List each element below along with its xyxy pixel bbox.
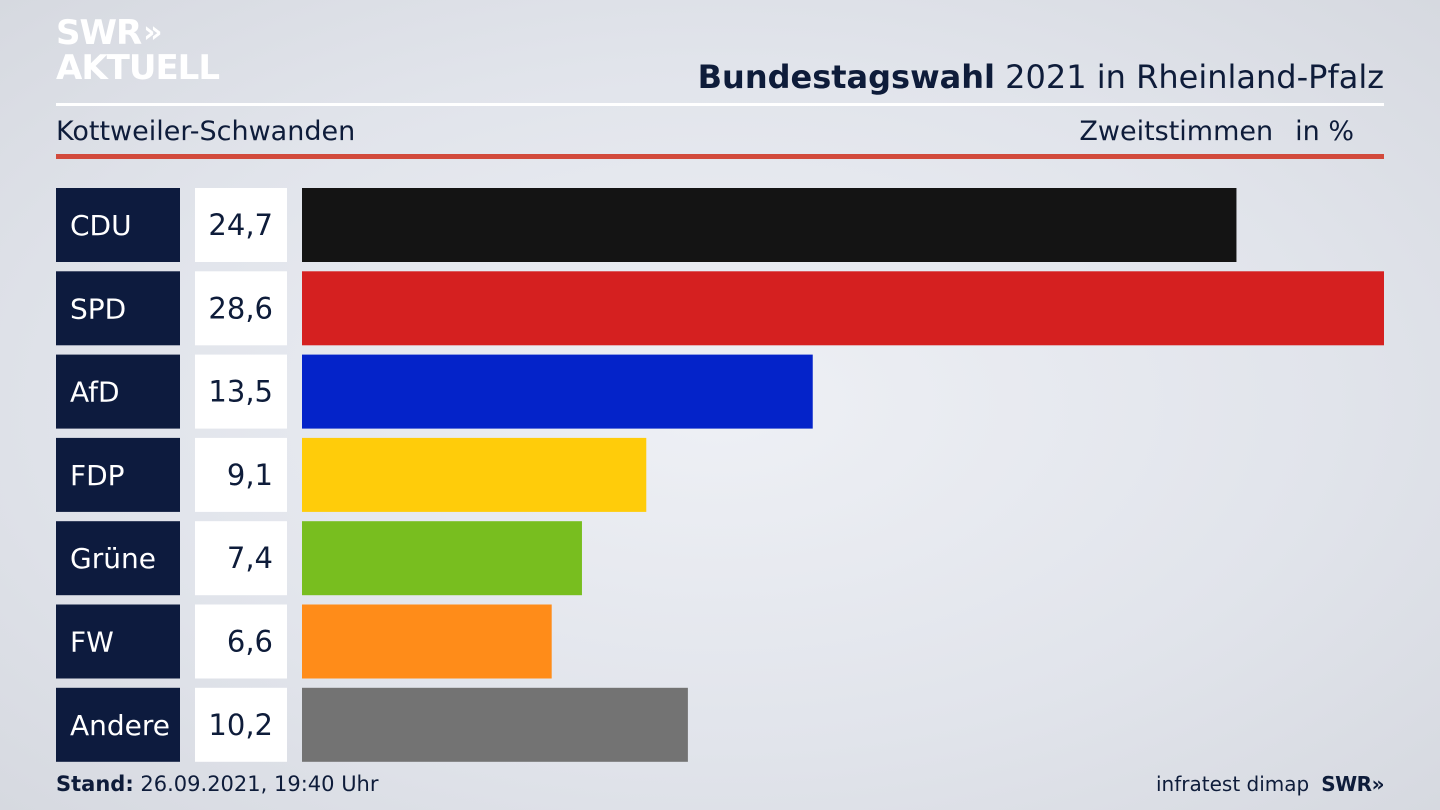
location-label: Kottweiler-Schwanden: [56, 116, 356, 147]
unit-text: in %: [1295, 116, 1354, 147]
title-rest: 2021 in Rheinland-Pfalz: [1005, 58, 1384, 96]
data-label-fdp: 9,1: [227, 458, 273, 492]
party-label-box-gr-ne: [56, 521, 180, 596]
timestamp: Stand: 26.09.2021, 19:40 Uhr: [56, 772, 379, 796]
party-label-afd: AfD: [70, 376, 120, 409]
bar-andere: [302, 687, 688, 762]
swr-aktuell-logo: SWR» AKTUELL: [56, 13, 220, 88]
bar-cdu: [302, 188, 1237, 262]
bar-spd: [302, 271, 1384, 346]
value-box-andere: [195, 687, 287, 762]
party-label-box-spd: [56, 271, 180, 346]
source-credit: infratest dimap SWR»: [1156, 772, 1384, 796]
measure-label: Zweitstimmen in %: [1079, 116, 1354, 147]
party-label-box-fw: [56, 604, 180, 679]
party-label-gr-ne: Grüne: [70, 542, 156, 575]
value-box-fw: [195, 604, 287, 679]
bar-fw: [302, 604, 552, 679]
data-label-cdu: 24,7: [208, 208, 273, 242]
value-box-gr-ne: [195, 521, 287, 596]
bar-gr-ne: [302, 521, 582, 596]
logo-swr-text: SWR: [56, 13, 142, 53]
data-label-afd: 13,5: [208, 375, 273, 409]
party-label-box-andere: [56, 687, 180, 762]
value-box-fdp: [195, 437, 287, 512]
data-label-gr-ne: 7,4: [227, 541, 273, 575]
page-title: Bundestagswahl 2021 in Rheinland-Pfalz: [698, 58, 1384, 96]
source-text: infratest dimap: [1156, 772, 1310, 796]
party-label-spd: SPD: [70, 292, 126, 325]
party-label-fdp: FDP: [70, 459, 125, 492]
value-box-afd: [195, 354, 287, 429]
stand-label: Stand:: [56, 772, 134, 796]
header-divider: [56, 103, 1384, 106]
data-label-fw: 6,6: [227, 625, 273, 659]
party-label-box-cdu: [56, 188, 180, 262]
bar-afd: [302, 354, 813, 429]
party-label-box-fdp: [56, 437, 180, 512]
accent-divider: [56, 154, 1384, 159]
data-label-spd: 28,6: [208, 291, 273, 325]
party-label-box-afd: [56, 354, 180, 429]
data-label-andere: 10,2: [208, 708, 273, 742]
party-label-cdu: CDU: [70, 209, 132, 242]
measure-text: Zweitstimmen: [1079, 116, 1274, 147]
swr-small-logo: SWR»: [1321, 772, 1384, 796]
logo-aktuell-text: AKTUELL: [56, 48, 220, 88]
bar-fdp: [302, 437, 647, 512]
value-box-cdu: [195, 188, 287, 262]
stand-value: 26.09.2021, 19:40 Uhr: [140, 772, 379, 796]
party-label-fw: FW: [70, 626, 114, 659]
party-label-andere: Andere: [70, 709, 170, 742]
title-bold: Bundestagswahl: [697, 58, 995, 96]
value-box-spd: [195, 271, 287, 346]
